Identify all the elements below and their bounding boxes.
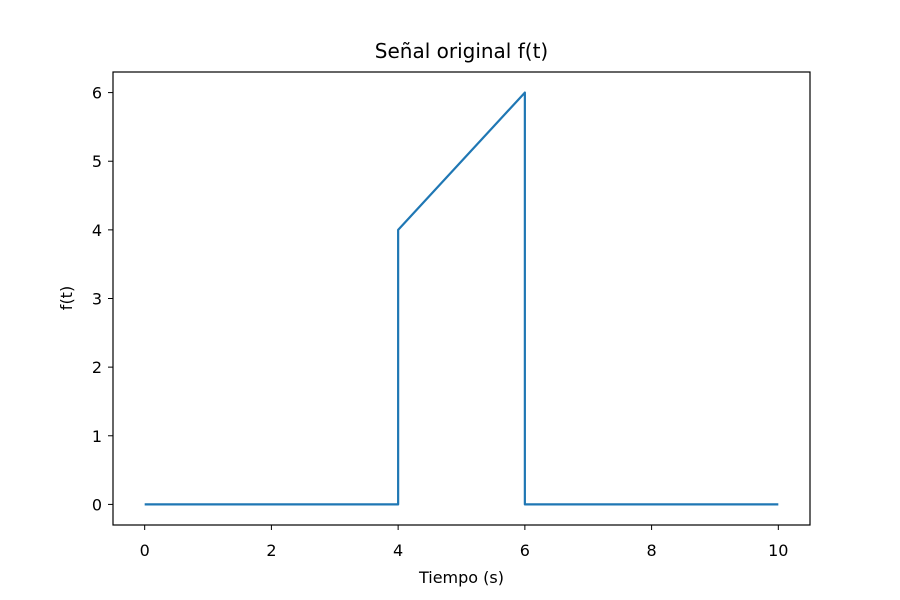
x-axis-label: Tiempo (s)	[418, 568, 504, 587]
plot-area	[144, 91, 779, 506]
chart-title: Señal original f(t)	[375, 39, 548, 63]
y-tick-label: 4	[92, 221, 102, 240]
x-tick-label: 4	[393, 541, 403, 560]
x-tick-label: 6	[520, 541, 530, 560]
plot-frame	[112, 71, 811, 526]
y-tick-label: 3	[92, 290, 102, 309]
y-axis-label: f(t)	[57, 286, 76, 310]
y-tick-label: 2	[92, 358, 102, 377]
x-tick-label: 8	[646, 541, 656, 560]
series-line-0	[144, 91, 779, 506]
y-tick-label: 5	[92, 152, 102, 171]
x-tick-label: 2	[266, 541, 276, 560]
x-tick-label: 10	[768, 541, 788, 560]
y-tick-label: 1	[92, 427, 102, 446]
y-tick-label: 6	[92, 84, 102, 103]
y-axis-ticks: 0 1 2 3 4 5 6	[92, 84, 113, 514]
y-tick-label: 0	[92, 495, 102, 514]
x-axis-ticks: 0 2 4 6 8 10	[140, 525, 788, 560]
x-tick-label: 0	[140, 541, 150, 560]
